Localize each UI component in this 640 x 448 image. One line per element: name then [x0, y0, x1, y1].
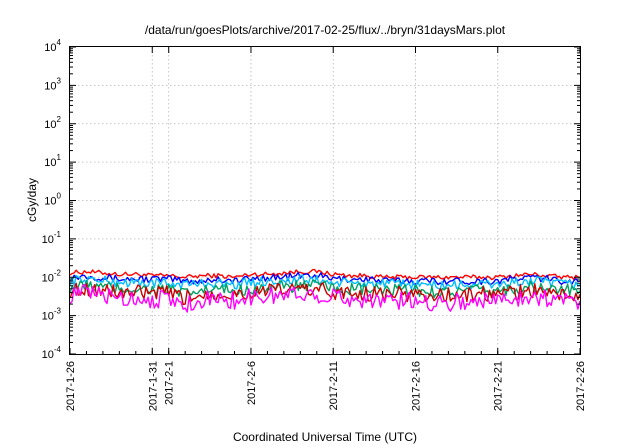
data-series: [69, 268, 581, 313]
x-tick-label: 2017-2-26: [575, 361, 587, 411]
x-tick-label: 2017-2-6: [246, 361, 258, 405]
x-tick-label: 2017-2-21: [493, 361, 505, 411]
y-tick-label: 104: [44, 38, 61, 54]
y-tick-label: 10-3: [42, 307, 62, 323]
y-tick-label: 10-1: [42, 230, 62, 246]
x-tick-label: 2017-2-1: [164, 361, 176, 405]
y-tick-label: 102: [44, 115, 61, 131]
x-tick-labels: 2017-1-26 2017-1-31 2017-2-1 2017-2-6 2017-2…: [65, 361, 587, 411]
y-tick-label: 100: [44, 192, 61, 208]
chart-title: /data/run/goesPlots/archive/2017-02-25/f…: [145, 23, 506, 37]
x-tick-label: 2017-2-16: [410, 361, 422, 411]
x-tick-label: 2017-1-26: [65, 361, 77, 411]
y-tick-label: 101: [44, 153, 61, 169]
x-tick-label: 2017-1-31: [147, 361, 159, 411]
series-line: [69, 282, 581, 306]
series-line: [69, 283, 581, 313]
series-line: [69, 271, 581, 286]
y-tick-label: 103: [44, 76, 61, 92]
series-line: [69, 268, 581, 281]
y-tick-labels: 104 103 102 101 100 10-1 10-2 10-3 10-4: [42, 38, 62, 361]
y-axis-label: cGy/day: [25, 178, 39, 222]
y-tick-label: 10-4: [42, 345, 62, 361]
y-tick-label: 10-2: [42, 268, 62, 284]
axis-ticks: [69, 46, 581, 355]
x-tick-label: 2017-2-11: [328, 361, 340, 410]
gridlines: [70, 47, 580, 354]
x-axis-label: Coordinated Universal Time (UTC): [233, 430, 417, 444]
plot-frame: [69, 46, 581, 355]
